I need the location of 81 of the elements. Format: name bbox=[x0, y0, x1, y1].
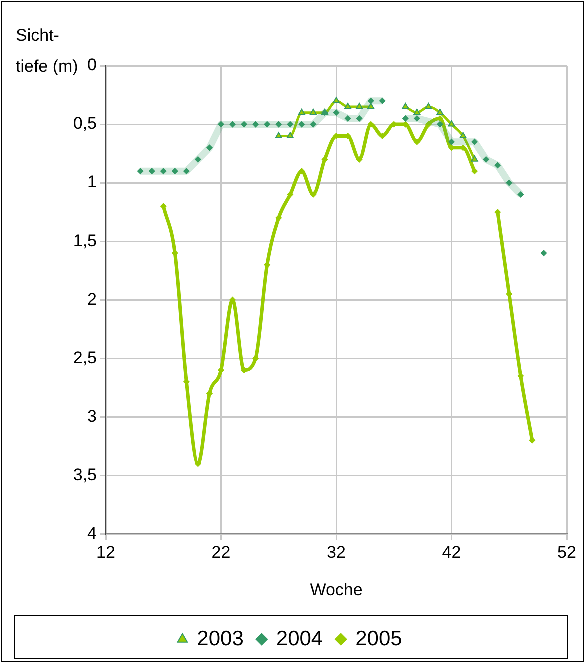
point bbox=[425, 102, 432, 110]
legend-label: 2005 bbox=[356, 627, 402, 650]
point bbox=[275, 132, 282, 138]
point bbox=[471, 156, 478, 162]
point bbox=[448, 138, 455, 146]
point bbox=[472, 168, 478, 174]
y-tick-label: 1,5 bbox=[73, 231, 97, 250]
point bbox=[368, 98, 374, 104]
point bbox=[252, 121, 259, 128]
y-tick-label: 0 bbox=[88, 56, 97, 75]
x-tick-label: 42 bbox=[442, 543, 462, 562]
point bbox=[149, 168, 156, 174]
point bbox=[368, 121, 374, 128]
x-tick-label: 22 bbox=[212, 543, 231, 562]
point bbox=[414, 138, 420, 146]
point bbox=[414, 116, 420, 122]
point bbox=[276, 121, 282, 128]
point bbox=[252, 356, 259, 362]
point bbox=[206, 144, 213, 152]
point bbox=[333, 110, 340, 116]
point bbox=[172, 168, 178, 174]
x-axis-title: Woche bbox=[310, 580, 363, 600]
point bbox=[368, 102, 375, 110]
legend-label: 2004 bbox=[276, 627, 324, 650]
point bbox=[195, 156, 202, 163]
point bbox=[344, 102, 352, 110]
point bbox=[448, 120, 456, 127]
point bbox=[529, 437, 536, 444]
y-tick-label: 2 bbox=[88, 290, 97, 309]
y-tick-label: 3 bbox=[88, 406, 97, 426]
point bbox=[460, 132, 467, 138]
point bbox=[506, 180, 512, 186]
point bbox=[160, 203, 167, 210]
point bbox=[437, 121, 444, 128]
point bbox=[286, 132, 294, 138]
point bbox=[414, 108, 421, 116]
point bbox=[287, 121, 294, 128]
point bbox=[276, 215, 282, 222]
point bbox=[310, 108, 317, 116]
point bbox=[380, 133, 386, 140]
y-tick-label: 4 bbox=[88, 524, 97, 543]
point bbox=[241, 121, 248, 128]
y-tick-label: 3,5 bbox=[73, 465, 97, 484]
point bbox=[264, 121, 270, 128]
y-tick-label: 0,5 bbox=[73, 114, 97, 134]
point bbox=[402, 102, 410, 110]
point bbox=[426, 121, 432, 128]
point bbox=[230, 121, 236, 128]
point bbox=[298, 168, 306, 174]
y-tick-label: 2,5 bbox=[73, 348, 97, 368]
point bbox=[137, 168, 144, 174]
point bbox=[472, 138, 478, 146]
x-tick-label: 32 bbox=[327, 543, 346, 562]
point bbox=[494, 162, 501, 169]
point bbox=[310, 121, 317, 128]
point bbox=[344, 116, 352, 122]
point bbox=[322, 156, 328, 163]
point bbox=[380, 98, 386, 104]
point bbox=[184, 168, 190, 174]
y-tick-label: 1 bbox=[88, 172, 97, 192]
point bbox=[287, 192, 294, 198]
point bbox=[356, 116, 363, 122]
point bbox=[160, 168, 167, 174]
point bbox=[540, 250, 548, 256]
point bbox=[402, 116, 409, 122]
point bbox=[518, 192, 524, 198]
point bbox=[218, 121, 224, 128]
point bbox=[402, 121, 409, 128]
x-tick-label: 12 bbox=[96, 543, 116, 562]
x-tick-label: 52 bbox=[558, 543, 576, 562]
point bbox=[195, 460, 202, 468]
legend-label: 2003 bbox=[197, 627, 244, 650]
point bbox=[356, 156, 363, 163]
point bbox=[298, 121, 306, 128]
point bbox=[356, 102, 364, 110]
point bbox=[310, 192, 317, 198]
point bbox=[298, 108, 306, 116]
point bbox=[483, 156, 490, 163]
y-axis-title: Sicht- tiefe (m) bbox=[16, 26, 78, 76]
point bbox=[332, 97, 340, 104]
point bbox=[436, 108, 444, 116]
